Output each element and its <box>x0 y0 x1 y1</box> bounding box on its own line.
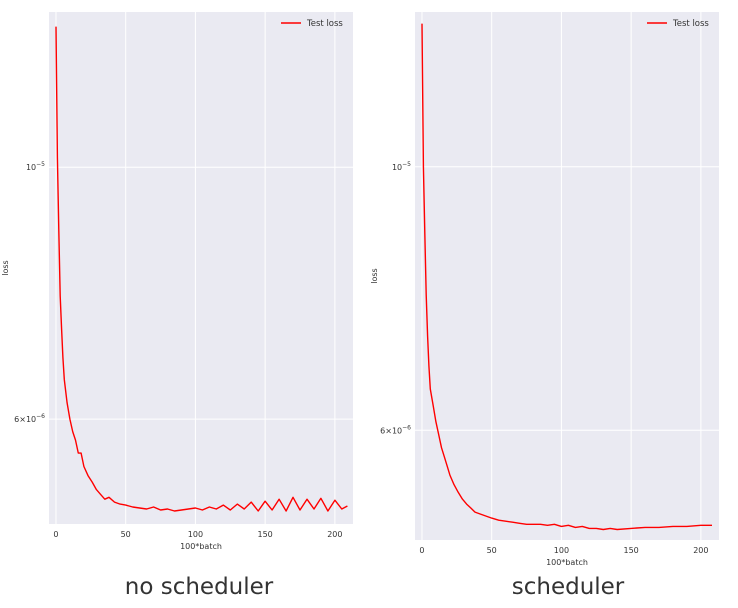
x-axis-label: 100*batch <box>180 542 222 551</box>
chart-scheduler: 0 50 100 150 200 10−5 6×10−6 100*batch loss Test … <box>370 12 719 567</box>
x-tick-label: 50 <box>121 530 131 539</box>
y-axis-label: loss <box>370 268 379 283</box>
x-tick-label: 0 <box>419 546 424 555</box>
x-tick-label: 200 <box>693 546 708 555</box>
x-tick-label: 50 <box>487 546 497 555</box>
x-tick-label: 100 <box>188 530 203 539</box>
x-tick-label: 0 <box>53 530 58 539</box>
y-tick-label: 6×10−6 <box>14 413 45 424</box>
y-axis-label: loss <box>1 260 10 275</box>
y-tick-label: 10−5 <box>26 161 45 172</box>
caption-scheduler: scheduler <box>511 574 625 600</box>
caption-no-scheduler: no scheduler <box>124 574 274 600</box>
series-line-test-loss <box>55 26 348 512</box>
plot-area <box>49 12 353 524</box>
legend-label: Test loss <box>672 19 709 29</box>
x-tick-label: 150 <box>624 546 639 555</box>
y-tick-label: 6×10−6 <box>380 424 411 435</box>
series-line-test-loss <box>421 23 712 531</box>
x-tick-label: 100 <box>554 546 569 555</box>
y-tick-label: 10−5 <box>392 161 411 172</box>
x-axis-label: 100*batch <box>546 558 588 567</box>
legend-label: Test loss <box>306 19 343 29</box>
chart-no-scheduler: 0 50 100 150 200 10−5 6×10−6 100*batch loss Test … <box>1 12 353 551</box>
x-tick-label: 150 <box>258 530 273 539</box>
x-tick-label: 200 <box>327 530 342 539</box>
plot-area <box>415 12 719 540</box>
